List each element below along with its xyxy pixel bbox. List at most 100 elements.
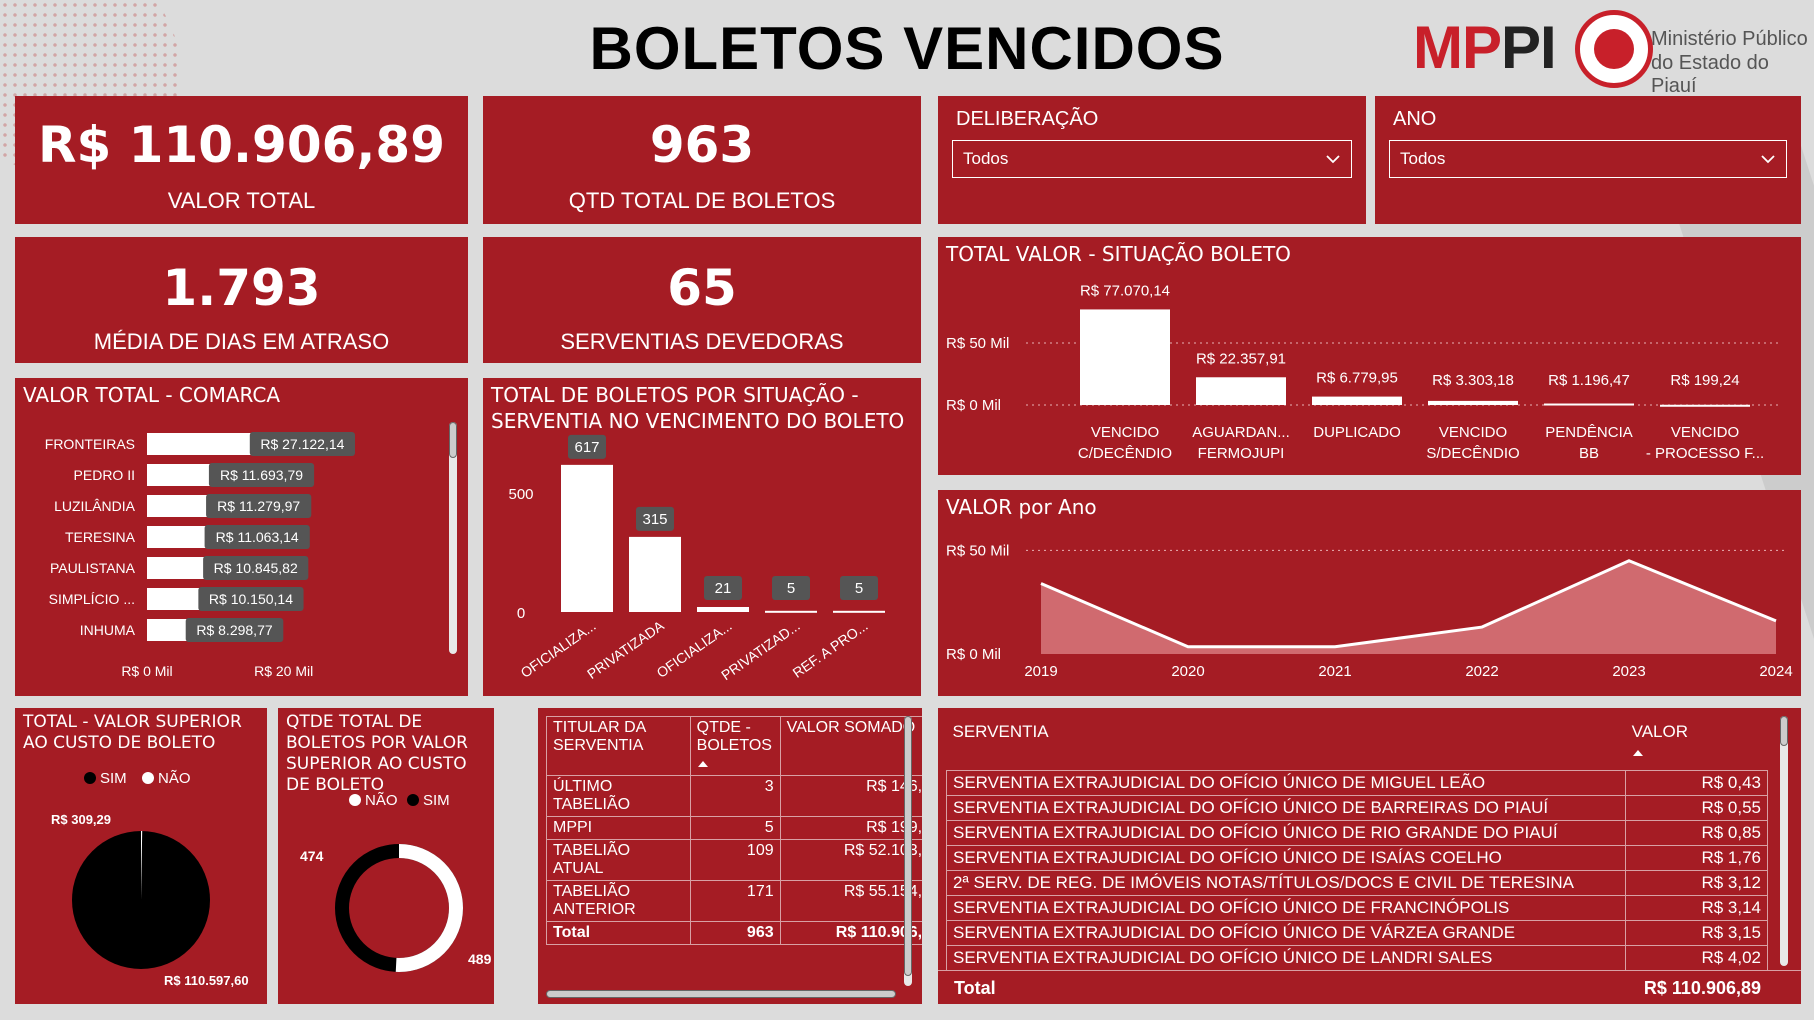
table-cell: R$ 0,85 [1625, 820, 1768, 846]
table-row[interactable]: SERVENTIA EXTRAJUDICIAL DO OFÍCIO ÚNICO … [945, 845, 1768, 871]
bar [1428, 400, 1518, 405]
table-cell: R$ 199,2 [779, 816, 922, 840]
scrollbar[interactable] [449, 422, 457, 654]
column-header[interactable]: TITULAR DA SERVENTIA [546, 716, 691, 776]
seal-icon [1575, 10, 1653, 88]
mppi-logo: MPPI Ministério Público do Estado do Pia… [1413, 6, 1808, 97]
column-header[interactable]: SERVENTIA [952, 722, 1049, 741]
data-label: R$ 27.122,14 [260, 436, 344, 452]
table-cell: 3 [689, 775, 781, 817]
table-cell: R$ 3,12 [1625, 870, 1768, 896]
table-cell: ÚLTIMO TABELIÃO [546, 775, 691, 817]
sort-ascending-icon [1632, 750, 1643, 756]
pie-valor-chart[interactable]: SIM NÃO R$ 309,29 R$ 110.597,60 [15, 708, 267, 1004]
axis-tick-label: 0 [517, 605, 525, 622]
table-row[interactable]: SERVENTIA EXTRAJUDICIAL DO OFÍCIO ÚNICO … [945, 820, 1768, 846]
bar [629, 536, 681, 612]
category-label: C/DECÊNDIO [1078, 445, 1172, 462]
column-header[interactable]: QTDE - BOLETOS [689, 716, 781, 776]
slicer-label: ANO [1393, 108, 1437, 130]
data-label: R$ 77.070,14 [1080, 282, 1170, 299]
dropdown-value: Todos [1400, 149, 1446, 168]
data-label-bg [840, 576, 878, 600]
scrollbar-thumb[interactable] [449, 422, 457, 458]
bar [147, 557, 222, 579]
bar [561, 464, 613, 612]
data-label: R$ 10.845,82 [214, 560, 298, 576]
table-row[interactable]: SERVENTIA EXTRAJUDICIAL DO OFÍCIO ÚNICO … [945, 795, 1768, 821]
data-label: 489 [468, 951, 492, 967]
table-cell: R$ 55.154,3 [779, 880, 922, 922]
legend-marker [349, 794, 361, 806]
kpi-card-serventias[interactable]: 65 SERVENTIAS DEVEDORAS [483, 237, 921, 363]
scrollbar-thumb[interactable] [1780, 716, 1788, 746]
column-header[interactable]: VALOR SOMADO [779, 716, 922, 776]
category-label: BB [1579, 445, 1599, 462]
chart-title: TOTAL - VALOR SUPERIOR AO CUSTO DE BOLET… [23, 712, 242, 753]
ano-dropdown[interactable]: Todos [1389, 140, 1787, 178]
logo-text-pi: PI [1501, 14, 1557, 81]
kpi-card-qtd-boletos[interactable]: 963 QTD TOTAL DE BOLETOS [483, 96, 921, 224]
donut-slice [335, 844, 463, 972]
category-label: FRONTEIRAS [45, 436, 135, 452]
chart-title: VALOR TOTAL - COMARCA [23, 383, 281, 407]
chart-card-pie-valor: TOTAL - VALOR SUPERIOR AO CUSTO DE BOLET… [15, 708, 267, 1004]
table-cell: MPPI [546, 816, 691, 840]
scrollbar[interactable] [904, 716, 912, 986]
data-label-bg [208, 463, 315, 487]
data-label: R$ 199,24 [1670, 372, 1739, 389]
axis-tick-label: 2024 [1759, 663, 1792, 680]
table-row[interactable]: SERVENTIA EXTRAJUDICIAL DO OFÍCIO ÚNICO … [945, 895, 1768, 921]
kpi-card-media-dias[interactable]: 1.793 MÉDIA DE DIAS EM ATRASO [15, 237, 468, 363]
donut-qtde-chart[interactable]: NÃO SIM 474 489 [278, 708, 494, 1004]
scrollbar-thumb[interactable] [904, 716, 912, 976]
table-row[interactable]: 2ª SERV. DE REG. DE IMÓVEIS NOTAS/TÍTULO… [945, 870, 1768, 896]
bar [1660, 404, 1750, 407]
data-label-bg [206, 494, 312, 518]
category-label: VENCIDO [1439, 424, 1507, 441]
horizontal-scrollbar[interactable] [546, 990, 896, 998]
table-cell: R$ 146,3 [779, 775, 922, 817]
chart-title: VALOR por Ano [946, 495, 1097, 519]
dropdown-value: Todos [963, 149, 1009, 168]
category-label: REF. A PRO... [790, 617, 871, 681]
table-row[interactable]: SERVENTIA EXTRAJUDICIAL DO OFÍCIO ÚNICO … [945, 945, 1768, 971]
kpi-label: VALOR TOTAL [167, 188, 316, 213]
bar [1196, 377, 1286, 405]
bar [147, 526, 223, 548]
total-cell: 963 [689, 921, 781, 945]
deliberacao-dropdown[interactable]: Todos [952, 140, 1352, 178]
pie-slice [141, 831, 143, 900]
situacao-serventia-bar-chart[interactable]: 0500617OFICIALIZA...315PRIVATIZADA21OFIC… [483, 378, 921, 696]
table-cell: SERVENTIA EXTRAJUDICIAL DO OFÍCIO ÚNICO … [945, 920, 1627, 946]
column-header[interactable]: VALOR [1626, 714, 1768, 771]
comarca-bar-chart[interactable]: FRONTEIRAS R$ 27.122,14 PEDRO II R$ 11.693,… [15, 378, 468, 696]
kpi-card-valor-total[interactable]: R$ 110.906,89 VALOR TOTAL [15, 96, 468, 224]
category-label: SIMPLÍCIO ... [49, 591, 135, 607]
data-label: 5 [787, 580, 795, 597]
kpi-value: 1.793 [162, 259, 321, 317]
category-label: PENDÊNCIA [1545, 424, 1633, 441]
table-card-titular: TITULAR DA SERVENTIA QTDE - BOLETOS VALO… [538, 708, 922, 1004]
axis-tick-label: R$ 0 Mil [946, 397, 1001, 414]
table-cell: TABELIÃO ANTERIOR [546, 880, 691, 922]
series-line [1040, 559, 1777, 649]
category-label: VENCIDO [1671, 424, 1739, 441]
table-row[interactable]: SERVENTIA EXTRAJUDICIAL DO OFÍCIO ÚNICO … [945, 770, 1768, 796]
valor-ano-area-chart[interactable]: R$ 0 Mil R$ 50 Mil 2019 2020 2021 2022 2023 202… [938, 490, 1801, 696]
table-row[interactable]: SERVENTIA EXTRAJUDICIAL DO OFÍCIO ÚNICO … [945, 920, 1768, 946]
data-label: R$ 22.357,91 [1196, 350, 1286, 367]
table-cell: SERVENTIA EXTRAJUDICIAL DO OFÍCIO ÚNICO … [945, 895, 1627, 921]
axis-tick-label: 2020 [1171, 663, 1204, 680]
category-label: AGUARDAN... [1192, 424, 1290, 441]
bar [1544, 403, 1634, 406]
total-cell: R$ 110.906,89 [1643, 978, 1761, 998]
situacao-boleto-bar-chart[interactable]: R$ 0 Mil R$ 50 Mil R$ 77.070,14 VENCIDO C/DE… [938, 237, 1801, 475]
data-label: R$ 8.298,77 [196, 622, 272, 638]
scrollbar[interactable] [1780, 716, 1788, 966]
sort-ascending-icon [697, 761, 708, 767]
